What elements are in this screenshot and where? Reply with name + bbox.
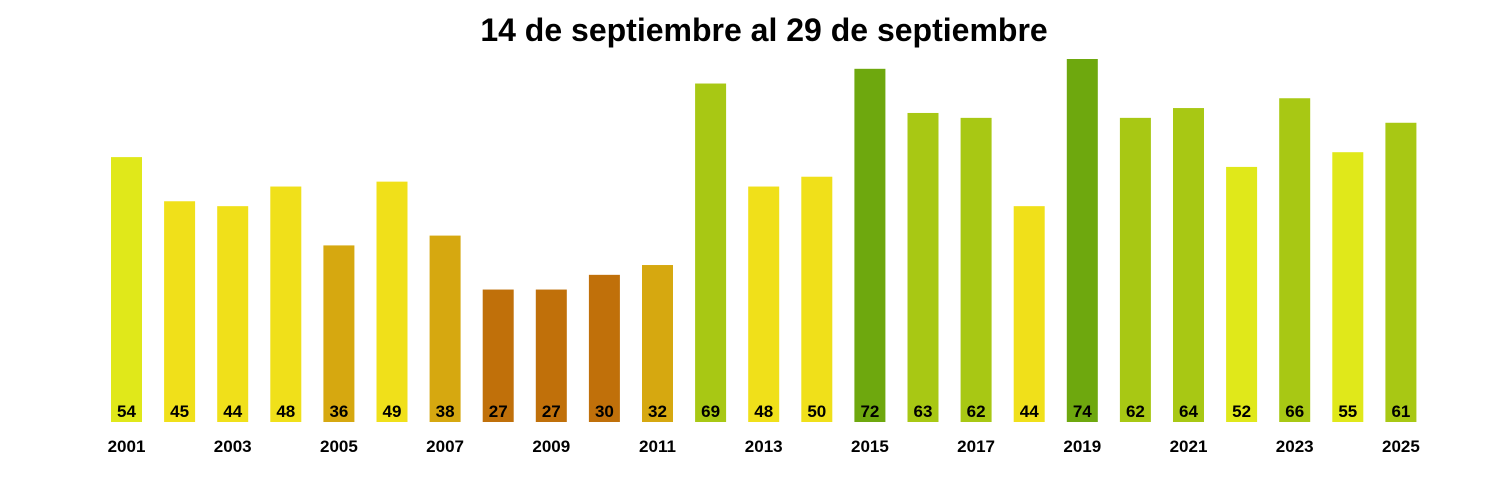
bar-2009 xyxy=(535,289,567,422)
x-tick-label: 2009 xyxy=(532,437,570,456)
data-label-2018: 44 xyxy=(1020,402,1039,421)
data-label-2008: 27 xyxy=(489,402,508,421)
bar-2020 xyxy=(1119,117,1151,422)
x-tick-label: 2011 xyxy=(639,437,676,456)
bar-2024 xyxy=(1332,152,1364,422)
bar-2025 xyxy=(1385,122,1417,423)
bar-2013 xyxy=(748,186,780,422)
bar-2007 xyxy=(429,235,461,422)
data-label-2011: 32 xyxy=(648,402,667,421)
bar-2015 xyxy=(854,68,886,422)
data-label-2017: 62 xyxy=(967,402,986,421)
data-label-2002: 45 xyxy=(170,402,189,421)
x-tick-label: 2017 xyxy=(957,437,995,456)
data-label-2022: 52 xyxy=(1232,402,1251,421)
data-label-2007: 38 xyxy=(436,402,455,421)
data-label-2012: 69 xyxy=(701,402,720,421)
data-label-2005: 36 xyxy=(329,402,348,421)
data-label-2024: 55 xyxy=(1338,402,1357,421)
bar-2012 xyxy=(695,83,727,422)
bar-2006 xyxy=(376,181,408,422)
data-label-2006: 49 xyxy=(383,402,402,421)
x-tick-label: 2001 xyxy=(108,437,146,456)
data-label-2025: 61 xyxy=(1391,402,1410,421)
x-tick-label: 2003 xyxy=(214,437,252,456)
data-label-2015: 72 xyxy=(860,402,879,421)
x-tick-label: 2015 xyxy=(851,437,889,456)
x-tick-label: 2019 xyxy=(1063,437,1101,456)
bar-2016 xyxy=(907,112,939,422)
bar-2008 xyxy=(482,289,514,422)
data-label-2023: 66 xyxy=(1285,402,1304,421)
bar-2011 xyxy=(642,265,673,422)
bar-2005 xyxy=(323,245,355,422)
bar-2022 xyxy=(1226,166,1258,422)
bar-2001 xyxy=(111,157,142,423)
x-tick-label: 2013 xyxy=(745,437,783,456)
data-label-2014: 50 xyxy=(807,402,826,421)
bar-2010 xyxy=(588,274,620,422)
bar-2017 xyxy=(960,117,992,422)
data-label-2016: 63 xyxy=(914,402,933,421)
data-label-2009: 27 xyxy=(542,402,561,421)
data-label-2003: 44 xyxy=(223,402,242,421)
data-label-2020: 62 xyxy=(1126,402,1145,421)
bar-2019 xyxy=(1066,59,1098,422)
bar-2002 xyxy=(164,201,196,422)
x-tick-label: 2025 xyxy=(1382,437,1420,456)
bar-2021 xyxy=(1173,108,1204,423)
data-label-2004: 48 xyxy=(276,402,295,421)
data-label-2001: 54 xyxy=(117,402,136,421)
bar-2018 xyxy=(1013,206,1045,422)
chart-title: 14 de septiembre al 29 de septiembre xyxy=(480,12,1048,48)
data-label-2013: 48 xyxy=(754,402,773,421)
bar-2014 xyxy=(801,176,833,422)
data-label-2010: 30 xyxy=(595,402,614,421)
x-tick-label: 2021 xyxy=(1170,437,1208,456)
bar-2004 xyxy=(270,186,302,422)
bar-2003 xyxy=(217,206,249,422)
x-tick-label: 2005 xyxy=(320,437,358,456)
data-label-2019: 74 xyxy=(1073,402,1092,421)
data-label-2021: 64 xyxy=(1179,402,1198,421)
bar-2023 xyxy=(1279,98,1311,423)
x-tick-label: 2007 xyxy=(426,437,464,456)
x-tick-label: 2023 xyxy=(1276,437,1314,456)
